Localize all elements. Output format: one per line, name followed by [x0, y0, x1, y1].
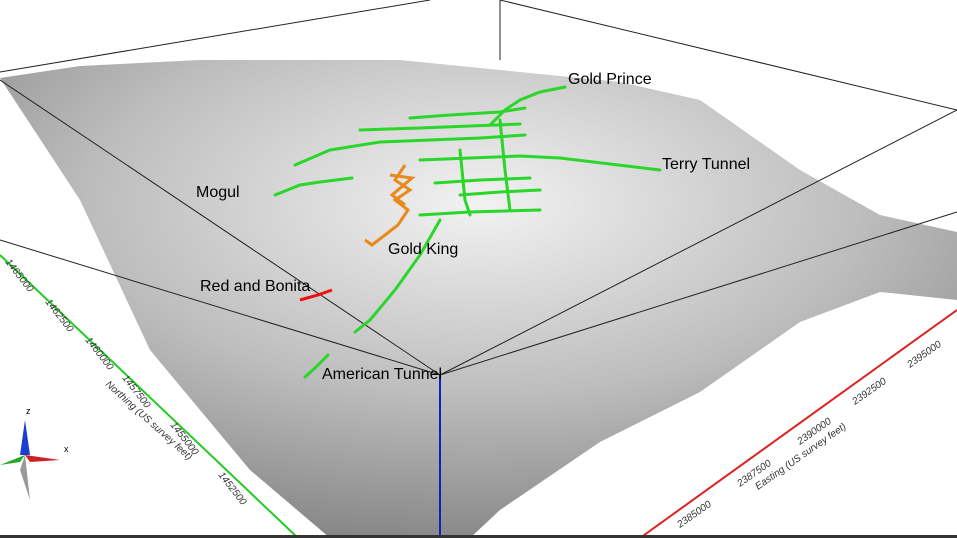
working-label: Red and Bonita [200, 278, 310, 295]
compass-x: x [64, 444, 69, 454]
working-label: Terry Tunnel [662, 156, 750, 173]
bounding-box [0, 0, 957, 111]
terrain-surface [0, 60, 957, 538]
mine-workings [273, 85, 662, 379]
bounding-box-front [0, 79, 957, 376]
compass-z: z [26, 406, 31, 416]
status-bar [0, 535, 957, 538]
gold-king-workings [364, 164, 416, 247]
easting-axis-line [639, 309, 957, 538]
working-label: American Tunnel [322, 366, 442, 383]
working-label: Gold Prince [568, 71, 652, 88]
northing-axis-line [0, 254, 299, 538]
red-and-bonita-workings [299, 288, 333, 302]
working-label: Gold King [388, 241, 458, 258]
working-label: Mogul [196, 184, 240, 201]
compass: z x [0, 406, 69, 500]
